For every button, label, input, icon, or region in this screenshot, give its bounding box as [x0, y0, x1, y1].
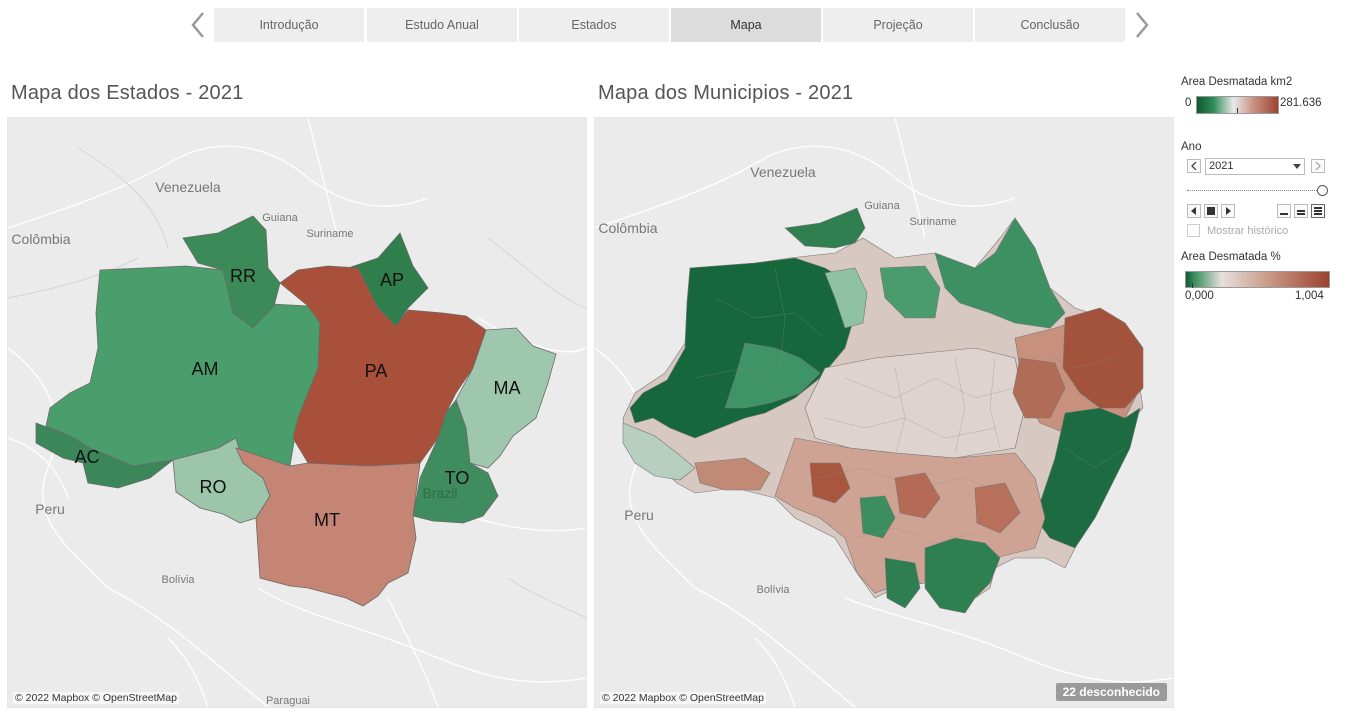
mun-basemap-label-guiana: Guiana — [864, 200, 900, 212]
chevron-down-icon — [1293, 164, 1301, 169]
show-history-label[interactable]: Mostrar histórico — [1207, 225, 1289, 237]
mun-zone-to[interactable] — [1034, 407, 1141, 549]
mun-zone-central[interactable] — [804, 347, 1026, 459]
next-arrow-icon[interactable] — [1130, 8, 1154, 42]
mun-basemap-label-colombia: Colômbia — [598, 220, 657, 236]
year-slider-handle[interactable] — [1317, 185, 1328, 196]
legend-km2-gradient — [1196, 96, 1279, 114]
tab-conclusao[interactable]: Conclusão — [975, 8, 1125, 42]
step-back-icon — [1191, 207, 1196, 215]
mun-zone-pa-band[interactable] — [1012, 357, 1066, 419]
state-label-am: AM — [192, 359, 219, 379]
unknown-count-badge[interactable]: 22 desconhecido — [1055, 683, 1167, 701]
mun-basemap-label-suriname: Suriname — [909, 216, 956, 228]
mun-basemap-label-bolivia: Bolívia — [756, 584, 790, 596]
state-label-to: TO — [445, 468, 470, 488]
playback-stop-button[interactable] — [1204, 204, 1218, 218]
speed-medium-icon — [1297, 210, 1305, 215]
legend-km2-min: 0 — [1185, 97, 1192, 109]
states-map-attribution[interactable]: © 2022 Mapbox © OpenStreetMap — [13, 692, 179, 704]
state-label-ac: AC — [74, 447, 99, 467]
speed-fast-icon — [1314, 207, 1322, 215]
mun-zone-nw-mid[interactable] — [724, 342, 821, 409]
mun-zone-ac[interactable] — [622, 422, 696, 481]
mun-zone-mt-hot-2[interactable] — [894, 472, 941, 519]
mun-zone-ro-pink[interactable] — [694, 457, 771, 491]
year-slider-track[interactable] — [1187, 190, 1321, 191]
mun-zone-north-green[interactable] — [879, 265, 941, 319]
basemap-label-brazil: Brazil — [422, 485, 457, 501]
year-next-button[interactable] — [1311, 159, 1325, 173]
mun-zone-south-green[interactable] — [924, 537, 1001, 614]
state-label-ro: RO — [200, 477, 227, 497]
tab-estudo-anual[interactable]: Estudo Anual — [367, 8, 517, 42]
state-pa[interactable] — [279, 265, 487, 467]
legend-km2-max: 281.636 — [1280, 97, 1322, 109]
states-map-canvas[interactable]: Venezuela Guiana Suriname Colômbia Peru … — [8, 118, 586, 707]
tab-projecao[interactable]: Projeção — [823, 8, 973, 42]
legend-pct-min: 0,000 — [1185, 290, 1214, 302]
mun-zone-south-green-2[interactable] — [884, 557, 921, 609]
basemap-label-bolivia: Bolívia — [161, 574, 195, 586]
municipios-map-canvas[interactable]: Venezuela Guiana Suriname Colômbia Peru … — [595, 118, 1173, 707]
basemap-label-colombia: Colômbia — [11, 231, 70, 247]
mun-zone-ro-green[interactable] — [859, 495, 896, 539]
year-filter-title: Ano — [1181, 141, 1202, 153]
previous-arrow-icon[interactable] — [186, 8, 210, 42]
state-label-ma: MA — [494, 378, 521, 398]
tab-mapa[interactable]: Mapa — [671, 8, 821, 42]
state-label-pa: PA — [365, 361, 388, 381]
playback-forward-button[interactable] — [1221, 204, 1235, 218]
basemap-label-guiana: Guiana — [262, 212, 298, 224]
mun-zone-ma-dark[interactable] — [1062, 307, 1144, 409]
legend-pct-tick — [1192, 283, 1193, 288]
basemap-label-venezuela: Venezuela — [155, 179, 221, 195]
state-label-mt: MT — [314, 510, 340, 530]
tab-introducao[interactable]: Introdução — [214, 8, 364, 42]
year-select-value: 2021 — [1209, 160, 1234, 172]
legend-km2-title: Area Desmatada km2 — [1181, 76, 1293, 88]
step-forward-icon — [1226, 207, 1231, 215]
basemap-label-paraguai: Paraguai — [266, 695, 310, 707]
mun-basemap-label-venezuela: Venezuela — [750, 164, 816, 180]
states-map-title: Mapa dos Estados - 2021 — [11, 82, 244, 104]
speed-slow-button[interactable] — [1277, 204, 1291, 218]
chevron-right-icon — [1315, 162, 1321, 170]
municipios-map-attribution[interactable]: © 2022 Mapbox © OpenStreetMap — [600, 692, 766, 704]
year-prev-button[interactable] — [1187, 159, 1201, 173]
mun-basemap-label-peru: Peru — [624, 507, 654, 523]
state-rr[interactable] — [182, 215, 281, 329]
state-ac[interactable] — [35, 422, 175, 489]
state-label-rr: RR — [230, 266, 256, 286]
year-select[interactable]: 2021 — [1205, 158, 1305, 175]
state-mt[interactable] — [235, 447, 421, 607]
speed-slow-icon — [1280, 213, 1288, 215]
speed-medium-button[interactable] — [1294, 204, 1308, 218]
state-label-ap: AP — [380, 270, 404, 290]
playback-back-button[interactable] — [1187, 204, 1201, 218]
legend-pct-title: Area Desmatada % — [1181, 251, 1281, 263]
states-map[interactable]: Venezuela Guiana Suriname Colômbia Peru … — [7, 117, 587, 708]
basemap-label-suriname: Suriname — [306, 228, 353, 240]
basemap-label-peru: Peru — [35, 501, 65, 517]
municipios-map-title: Mapa dos Municipios - 2021 — [598, 82, 854, 104]
speed-fast-button[interactable] — [1311, 204, 1325, 218]
show-history-checkbox[interactable] — [1187, 224, 1200, 237]
legend-km2-tick — [1237, 108, 1238, 113]
legend-pct-gradient — [1185, 271, 1330, 288]
tab-estados[interactable]: Estados — [519, 8, 669, 42]
legend-pct-max: 1,004 — [1295, 290, 1324, 302]
municipios-map[interactable]: Venezuela Guiana Suriname Colômbia Peru … — [594, 117, 1174, 708]
chevron-left-icon — [1191, 162, 1197, 170]
stop-icon — [1207, 207, 1215, 215]
mun-zone-nw-light[interactable] — [824, 267, 868, 329]
mun-zone-rr-top[interactable] — [784, 207, 866, 249]
mun-zone-ap[interactable] — [934, 217, 1066, 329]
